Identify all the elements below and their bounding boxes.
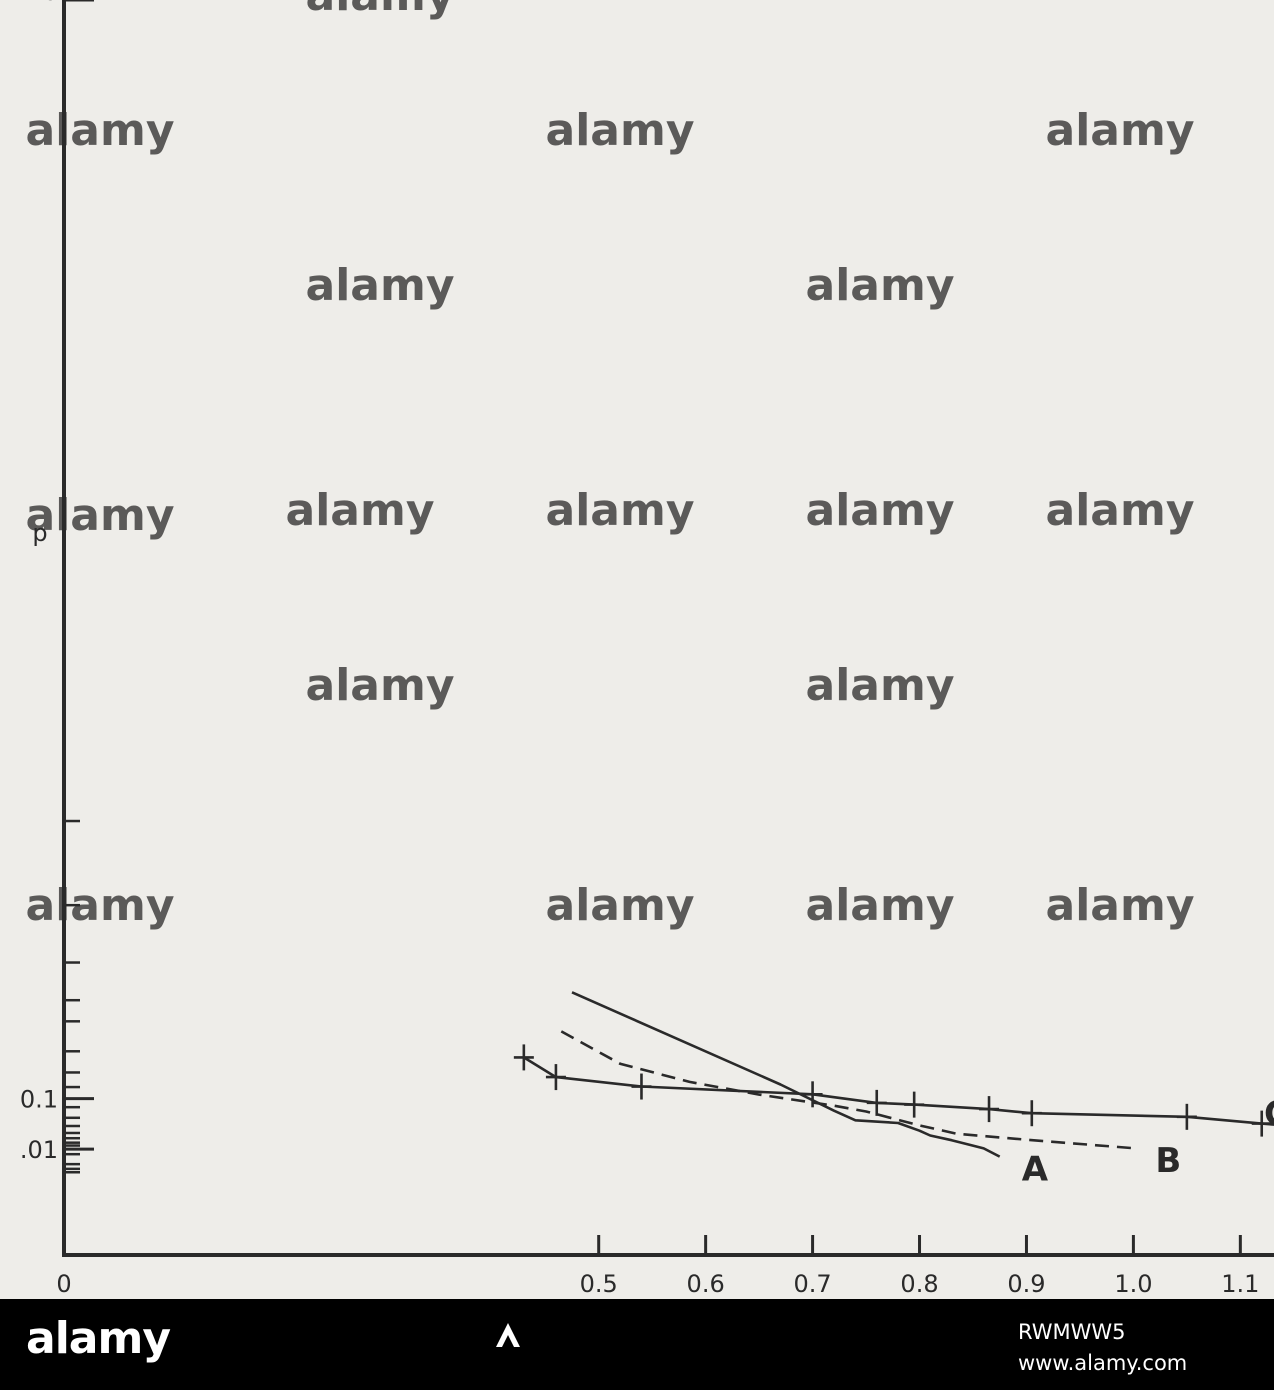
series-layer: [514, 991, 1274, 1158]
series-line-b: [560, 1030, 1134, 1150]
footer-brand: alamy: [26, 1313, 171, 1364]
x-tick-label: 1.0: [1114, 1270, 1152, 1298]
watermark-text: alamy: [306, 0, 455, 21]
watermark-text: alamy: [546, 485, 695, 536]
watermark-text: alamy: [806, 660, 955, 711]
watermark-text: alamy: [1046, 880, 1195, 931]
x-tick-label: 1.1: [1221, 1270, 1259, 1298]
series-label: A: [1022, 1150, 1049, 1190]
y-tick-label: 0.1: [20, 1086, 58, 1114]
probability-plot: alamy alamy alamy alamy alamy alamy alamy alamy…: [0, 0, 1274, 1299]
series-label: B: [1155, 1141, 1181, 1181]
brand-logo-icon: [496, 1323, 520, 1347]
footer-site-url: www.alamy.com: [1018, 1351, 1188, 1375]
watermark-text: alamy: [286, 485, 435, 536]
series-line-c: [523, 1056, 1274, 1126]
watermark-text: alamy: [806, 485, 955, 536]
watermark-text: alamy: [306, 660, 455, 711]
watermark-text: alamy: [546, 105, 695, 156]
x-tick-label: 0.7: [793, 1270, 831, 1298]
series-line-a: [571, 991, 1001, 1158]
watermark-text: alamy: [546, 880, 695, 931]
watermark-text: alamy: [806, 260, 955, 311]
y-tick-label: 1.0: [20, 0, 58, 6]
watermark-text: alamy: [26, 105, 175, 156]
watermark-text: alamy: [306, 260, 455, 311]
y-tick-label: .01: [20, 1136, 58, 1164]
x-tick-label: 0.5: [580, 1270, 618, 1298]
x-tick-label: 0.8: [900, 1270, 938, 1298]
footer-bar: alamy RWMWW5 www.alamy.com: [0, 1299, 1274, 1390]
x-tick-label: 0.9: [1007, 1270, 1045, 1298]
watermark-text: alamy: [26, 490, 175, 541]
series-label: C: [1264, 1094, 1274, 1134]
watermark-text: alamy: [1046, 105, 1195, 156]
watermark-text: alamy: [26, 880, 175, 931]
labels-layer: Rayleigh DistributionABC: [1022, 1094, 1274, 1190]
x-tick-label: 0: [56, 1270, 71, 1298]
watermark-layer: alamy alamy alamy alamy alamy alamy alamy alamy…: [26, 0, 1195, 931]
watermark-text: alamy: [1046, 485, 1195, 536]
watermark-text: alamy: [806, 880, 955, 931]
y-axis-label: p: [32, 519, 47, 547]
footer-image-id: RWMWW5: [1018, 1320, 1126, 1344]
x-tick-label: 0.6: [687, 1270, 725, 1298]
